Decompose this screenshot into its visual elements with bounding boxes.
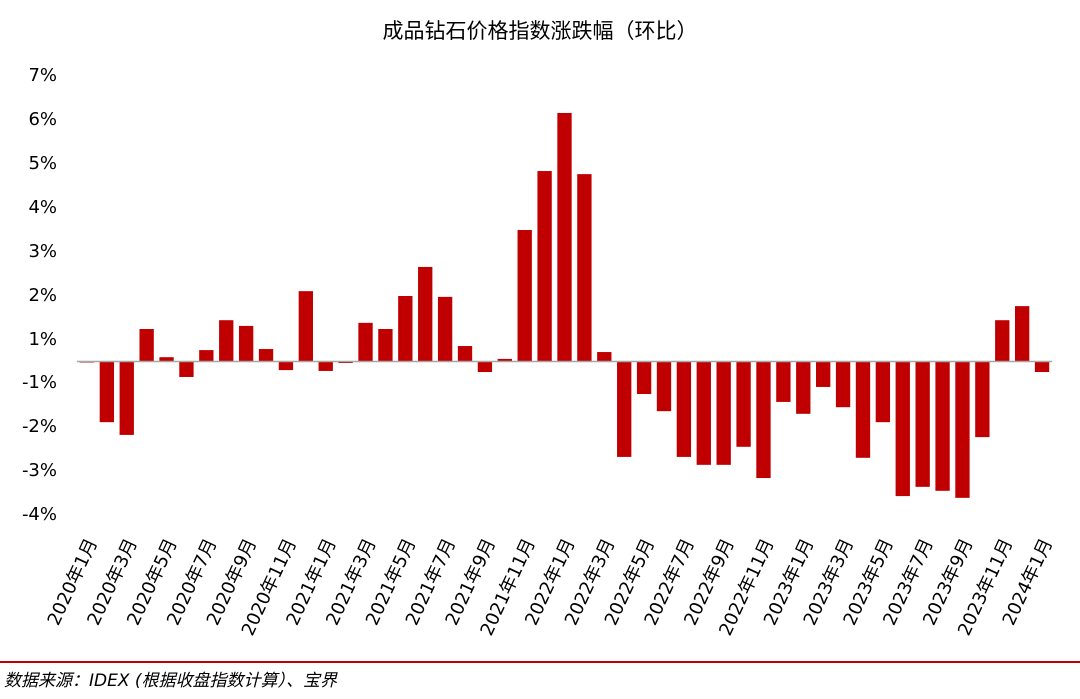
bar xyxy=(835,361,851,408)
y-tick-label: 6% xyxy=(28,109,57,130)
chart-title: 成品钻石价格指数涨跌幅（环比） xyxy=(383,19,698,43)
bar xyxy=(895,361,910,497)
bar xyxy=(238,325,254,362)
bar xyxy=(676,361,692,457)
bar xyxy=(915,361,930,487)
bar xyxy=(338,361,353,364)
bar xyxy=(776,361,791,402)
bar xyxy=(935,361,950,491)
bar xyxy=(358,322,373,362)
y-tick-label: -3% xyxy=(22,460,57,481)
bar xyxy=(636,361,652,394)
y-tick-label: -2% xyxy=(22,416,57,437)
y-tick-label: -4% xyxy=(22,504,57,525)
bar xyxy=(477,361,493,373)
bar xyxy=(139,329,154,362)
bar xyxy=(816,361,831,387)
y-tick-label: 7% xyxy=(28,65,57,86)
source-note: 数据来源：IDEX (根据收盘指数计算）、宝界 xyxy=(4,671,338,691)
y-tick-label: 3% xyxy=(28,241,57,262)
bar xyxy=(537,171,552,362)
bar xyxy=(756,361,771,479)
bar xyxy=(577,174,592,362)
bar xyxy=(995,320,1010,362)
bar xyxy=(278,361,294,371)
bar xyxy=(955,361,970,498)
bar xyxy=(119,361,134,435)
bar xyxy=(1014,306,1030,362)
bar xyxy=(437,296,453,362)
bar xyxy=(557,112,572,362)
bar xyxy=(457,346,473,362)
bar xyxy=(1034,361,1050,373)
bar xyxy=(318,361,333,371)
bar xyxy=(617,361,632,457)
bar xyxy=(179,361,194,377)
bar xyxy=(258,349,274,362)
bar xyxy=(99,361,115,423)
bar xyxy=(398,296,413,362)
bar xyxy=(696,361,711,465)
bar xyxy=(298,291,313,362)
bar xyxy=(597,352,612,362)
bar xyxy=(796,361,811,414)
y-tick-label: 2% xyxy=(28,285,57,306)
bar xyxy=(497,358,512,362)
bar xyxy=(517,230,532,362)
bar xyxy=(975,361,990,438)
bar xyxy=(855,361,871,458)
bar xyxy=(159,357,174,362)
y-tick-label: 1% xyxy=(28,329,57,350)
bar xyxy=(716,361,731,465)
y-tick-label: -1% xyxy=(22,372,57,393)
bar xyxy=(199,350,214,362)
bar xyxy=(418,266,433,362)
bar xyxy=(378,329,393,362)
bar xyxy=(656,361,672,412)
y-tick-label: 5% xyxy=(28,153,57,174)
bar xyxy=(736,361,751,447)
y-tick-label: 4% xyxy=(28,197,57,218)
bar xyxy=(875,361,891,423)
bar xyxy=(219,320,234,362)
